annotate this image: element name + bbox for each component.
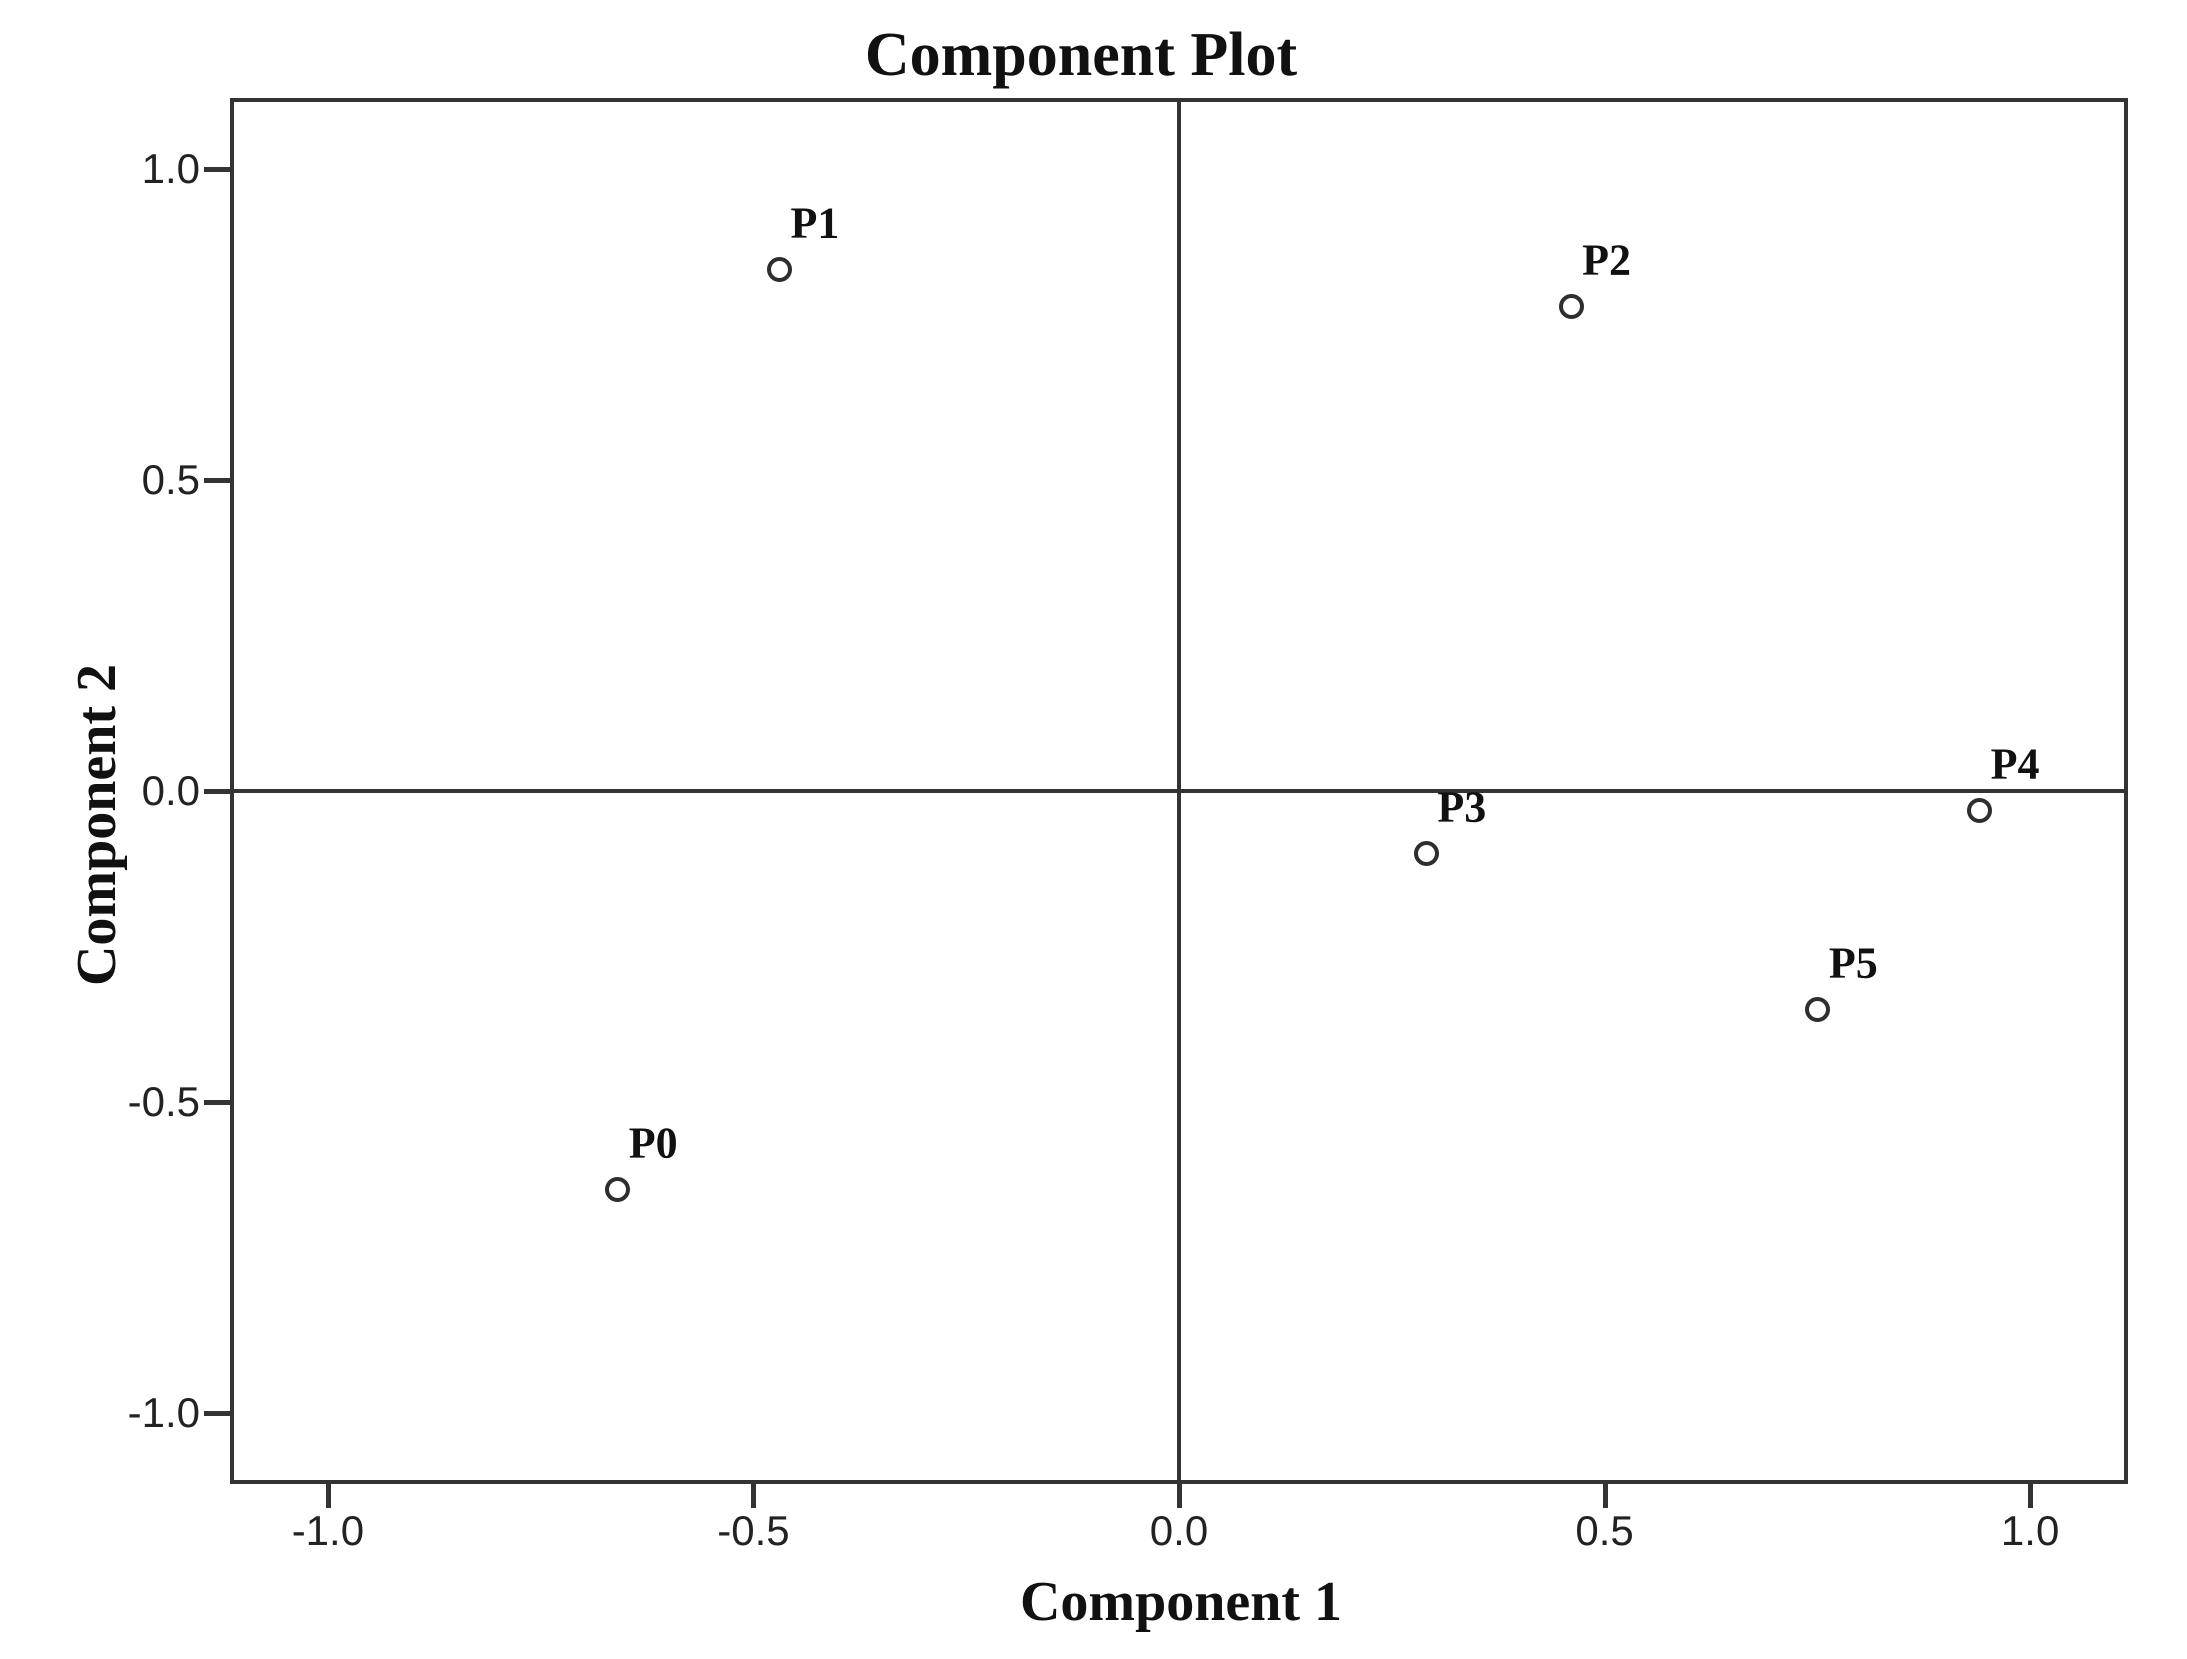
- x-tick-label: 0.0: [1149, 1507, 1209, 1554]
- x-tick-mark: [325, 1484, 331, 1508]
- y-tick-label: -0.5: [127, 1077, 200, 1125]
- point-P1-label: P1: [790, 198, 840, 248]
- point-P4-label: P4: [1990, 739, 2040, 789]
- x-axis-title: Component 1: [1019, 1571, 1343, 1633]
- y-tick-mark: [204, 789, 230, 794]
- point-P3-marker: [1413, 841, 1439, 867]
- x-tick-mark: [1602, 1484, 1608, 1508]
- point-P1-marker: [766, 256, 792, 282]
- y-tick-mark: [204, 167, 230, 173]
- y-tick-mark: [204, 478, 230, 484]
- y-tick-label: 1.0: [141, 145, 200, 193]
- point-P2-marker: [1558, 294, 1584, 320]
- point-P0-marker: [605, 1176, 631, 1202]
- x-tick-mark: [1177, 1484, 1182, 1508]
- y-axis-title: Component 2: [66, 663, 128, 987]
- x-tick-mark: [2028, 1484, 2034, 1508]
- x-tick-label: 0.5: [1575, 1507, 1634, 1554]
- point-P0-label: P0: [628, 1118, 678, 1168]
- y-tick-mark: [204, 1410, 230, 1416]
- y-tick-label: -1.0: [127, 1388, 200, 1436]
- y-tick-label: 0.5: [141, 456, 200, 504]
- x-tick-label: 1.0: [2000, 1507, 2060, 1554]
- y-tick-label: 0.0: [141, 767, 200, 814]
- x-tick-label: -0.5: [717, 1507, 790, 1554]
- x-tick-mark: [751, 1484, 757, 1508]
- y-tick-mark: [204, 1099, 230, 1105]
- zero-line-vertical: [1177, 98, 1181, 1484]
- point-P2-label: P2: [1582, 235, 1631, 285]
- point-P4-marker: [1967, 797, 1993, 823]
- point-P5-label: P5: [1828, 938, 1878, 988]
- point-P5-marker: [1805, 996, 1831, 1022]
- x-tick-label: -1.0: [291, 1507, 365, 1554]
- point-P3-label: P3: [1437, 782, 1487, 832]
- chart-title: Component Plot: [864, 21, 1298, 89]
